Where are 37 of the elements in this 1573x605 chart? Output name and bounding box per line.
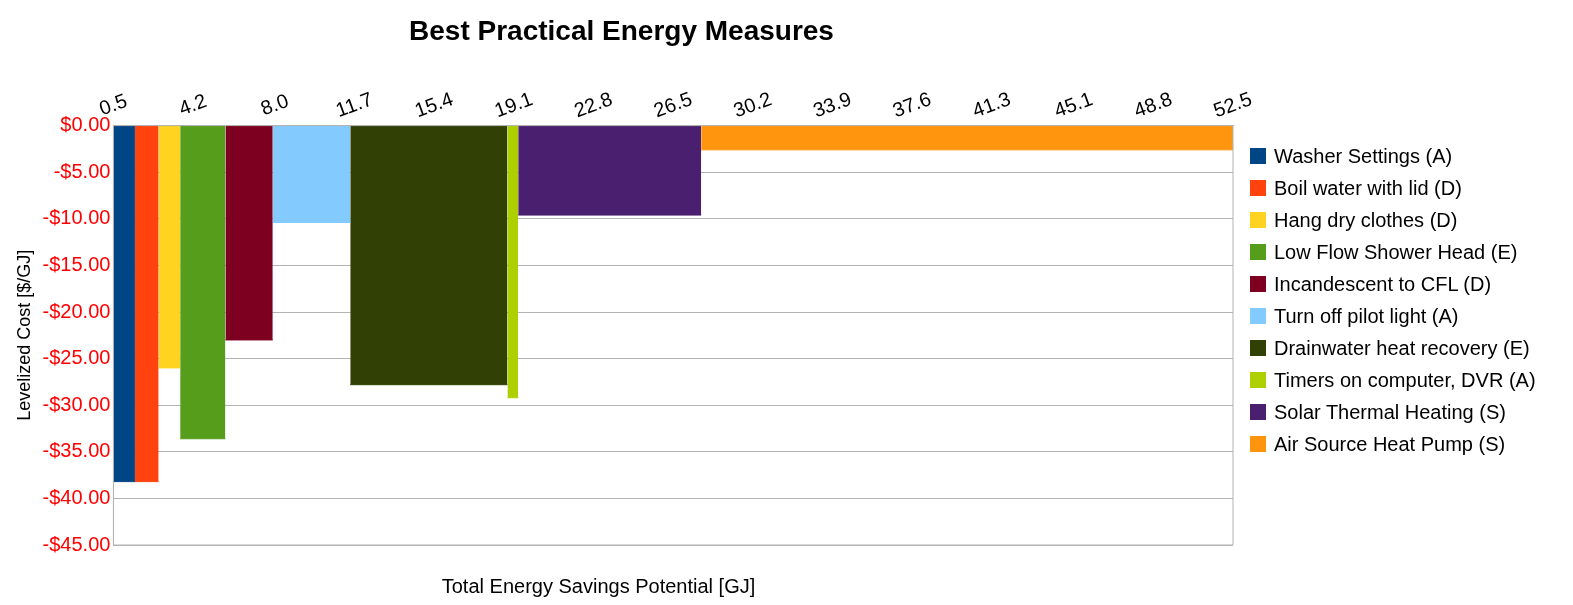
x-tick-label: 37.6 [889,87,934,122]
x-tick-label: 41.3 [969,87,1014,122]
legend-label: Air Source Heat Pump (S) [1274,432,1506,457]
x-axis-title: Total Energy Savings Potential [GJ] [440,575,757,598]
x-tick-label: 30.2 [730,87,775,122]
y-tick-label: -$30.00 [42,392,111,415]
x-tick-label: 52.5 [1210,87,1255,122]
y-tick-label: -$15.00 [42,252,111,275]
y-tick-label: -$25.00 [42,346,111,369]
x-tick-label: 15.4 [411,87,456,122]
y-tick-label: $0.00 [60,113,111,136]
legend-label: Solar Thermal Heating (S) [1274,400,1506,425]
legend-label: Low Flow Shower Head (E) [1274,240,1518,265]
x-tick-label: 22.8 [570,87,616,122]
legend-label: Timers on computer, DVR (A) [1274,368,1536,393]
x-tick-label: 48.8 [1130,87,1175,122]
x-tick-label: 26.5 [650,87,695,122]
chart-title: Best Practical Energy Measures [409,14,834,46]
x-tick-label: 45.1 [1051,87,1096,122]
legend-label: Washer Settings (A) [1274,144,1453,169]
y-tick-label: -$35.00 [42,439,111,462]
x-tick-label: 19.1 [491,87,536,122]
y-tick-label: -$40.00 [42,485,111,508]
legend-label: Drainwater heat recovery (E) [1274,336,1530,361]
y-tick-label: -$45.00 [42,532,111,555]
x-tick-label: 11.7 [332,87,376,121]
legend-label: Hang dry clothes (D) [1274,208,1458,233]
legend-label: Turn off pilot light (A) [1274,304,1459,329]
x-tick-label: 4.2 [175,89,210,120]
legend-label: Boil water with lid (D) [1274,176,1462,201]
x-tick-label: 8.0 [257,89,292,120]
y-axis-title: Levelized Cost [$/GJ] [13,249,34,421]
x-tick-label: 33.9 [809,87,855,122]
y-tick-label: -$10.00 [42,206,111,229]
legend-label: Incandescent to CFL (D) [1274,272,1492,297]
y-tick-label: -$20.00 [42,299,111,322]
y-tick-label: -$5.00 [53,159,111,182]
